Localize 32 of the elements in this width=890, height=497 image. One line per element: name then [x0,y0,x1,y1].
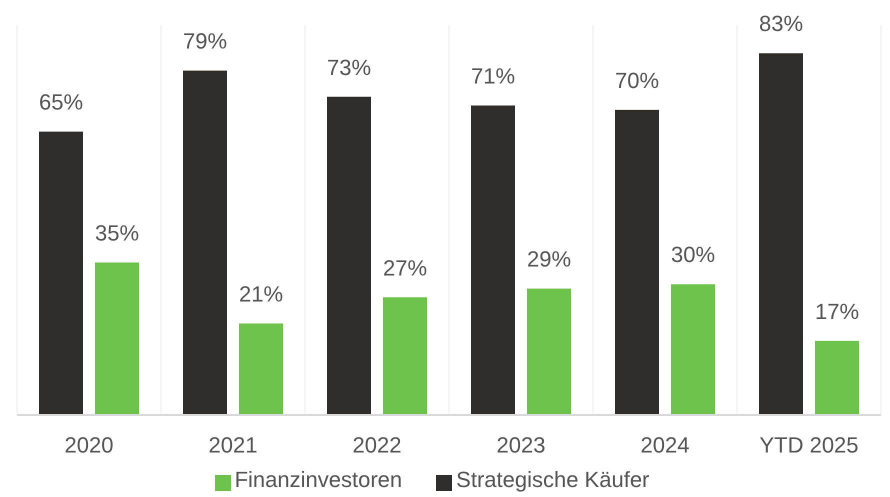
x-tick-label: 2023 [496,432,546,458]
bar [327,96,371,415]
x-tick-label: 2021 [208,432,258,458]
data-label: 71% [470,64,516,89]
x-tick-label: YTD 2025 [759,432,859,458]
data-label: 30% [670,242,716,268]
bar [815,340,859,415]
bar [671,284,715,415]
bar [183,70,227,415]
bar [615,110,659,415]
legend-label: Strategische Käufer [456,467,650,492]
data-label: 83% [758,11,804,36]
x-tick-label: 2022 [352,432,402,458]
data-label: 35% [94,220,140,246]
legend-label: Finanzinvestoren [234,467,402,492]
x-tick-label: 2024 [640,432,690,458]
bar [39,132,83,415]
data-label: 73% [326,54,372,80]
data-label: 70% [614,68,660,93]
x-tick-label: 2020 [64,432,114,458]
data-label: 65% [38,90,84,115]
bar [383,297,427,415]
bar [759,53,803,415]
bar [471,106,515,415]
bar [527,288,571,415]
data-label: 21% [238,281,284,306]
bar [239,323,283,415]
bar [95,262,139,415]
data-label: 79% [182,28,228,54]
data-label: 27% [382,255,428,280]
data-label: 17% [814,298,860,324]
data-label: 29% [526,246,572,272]
